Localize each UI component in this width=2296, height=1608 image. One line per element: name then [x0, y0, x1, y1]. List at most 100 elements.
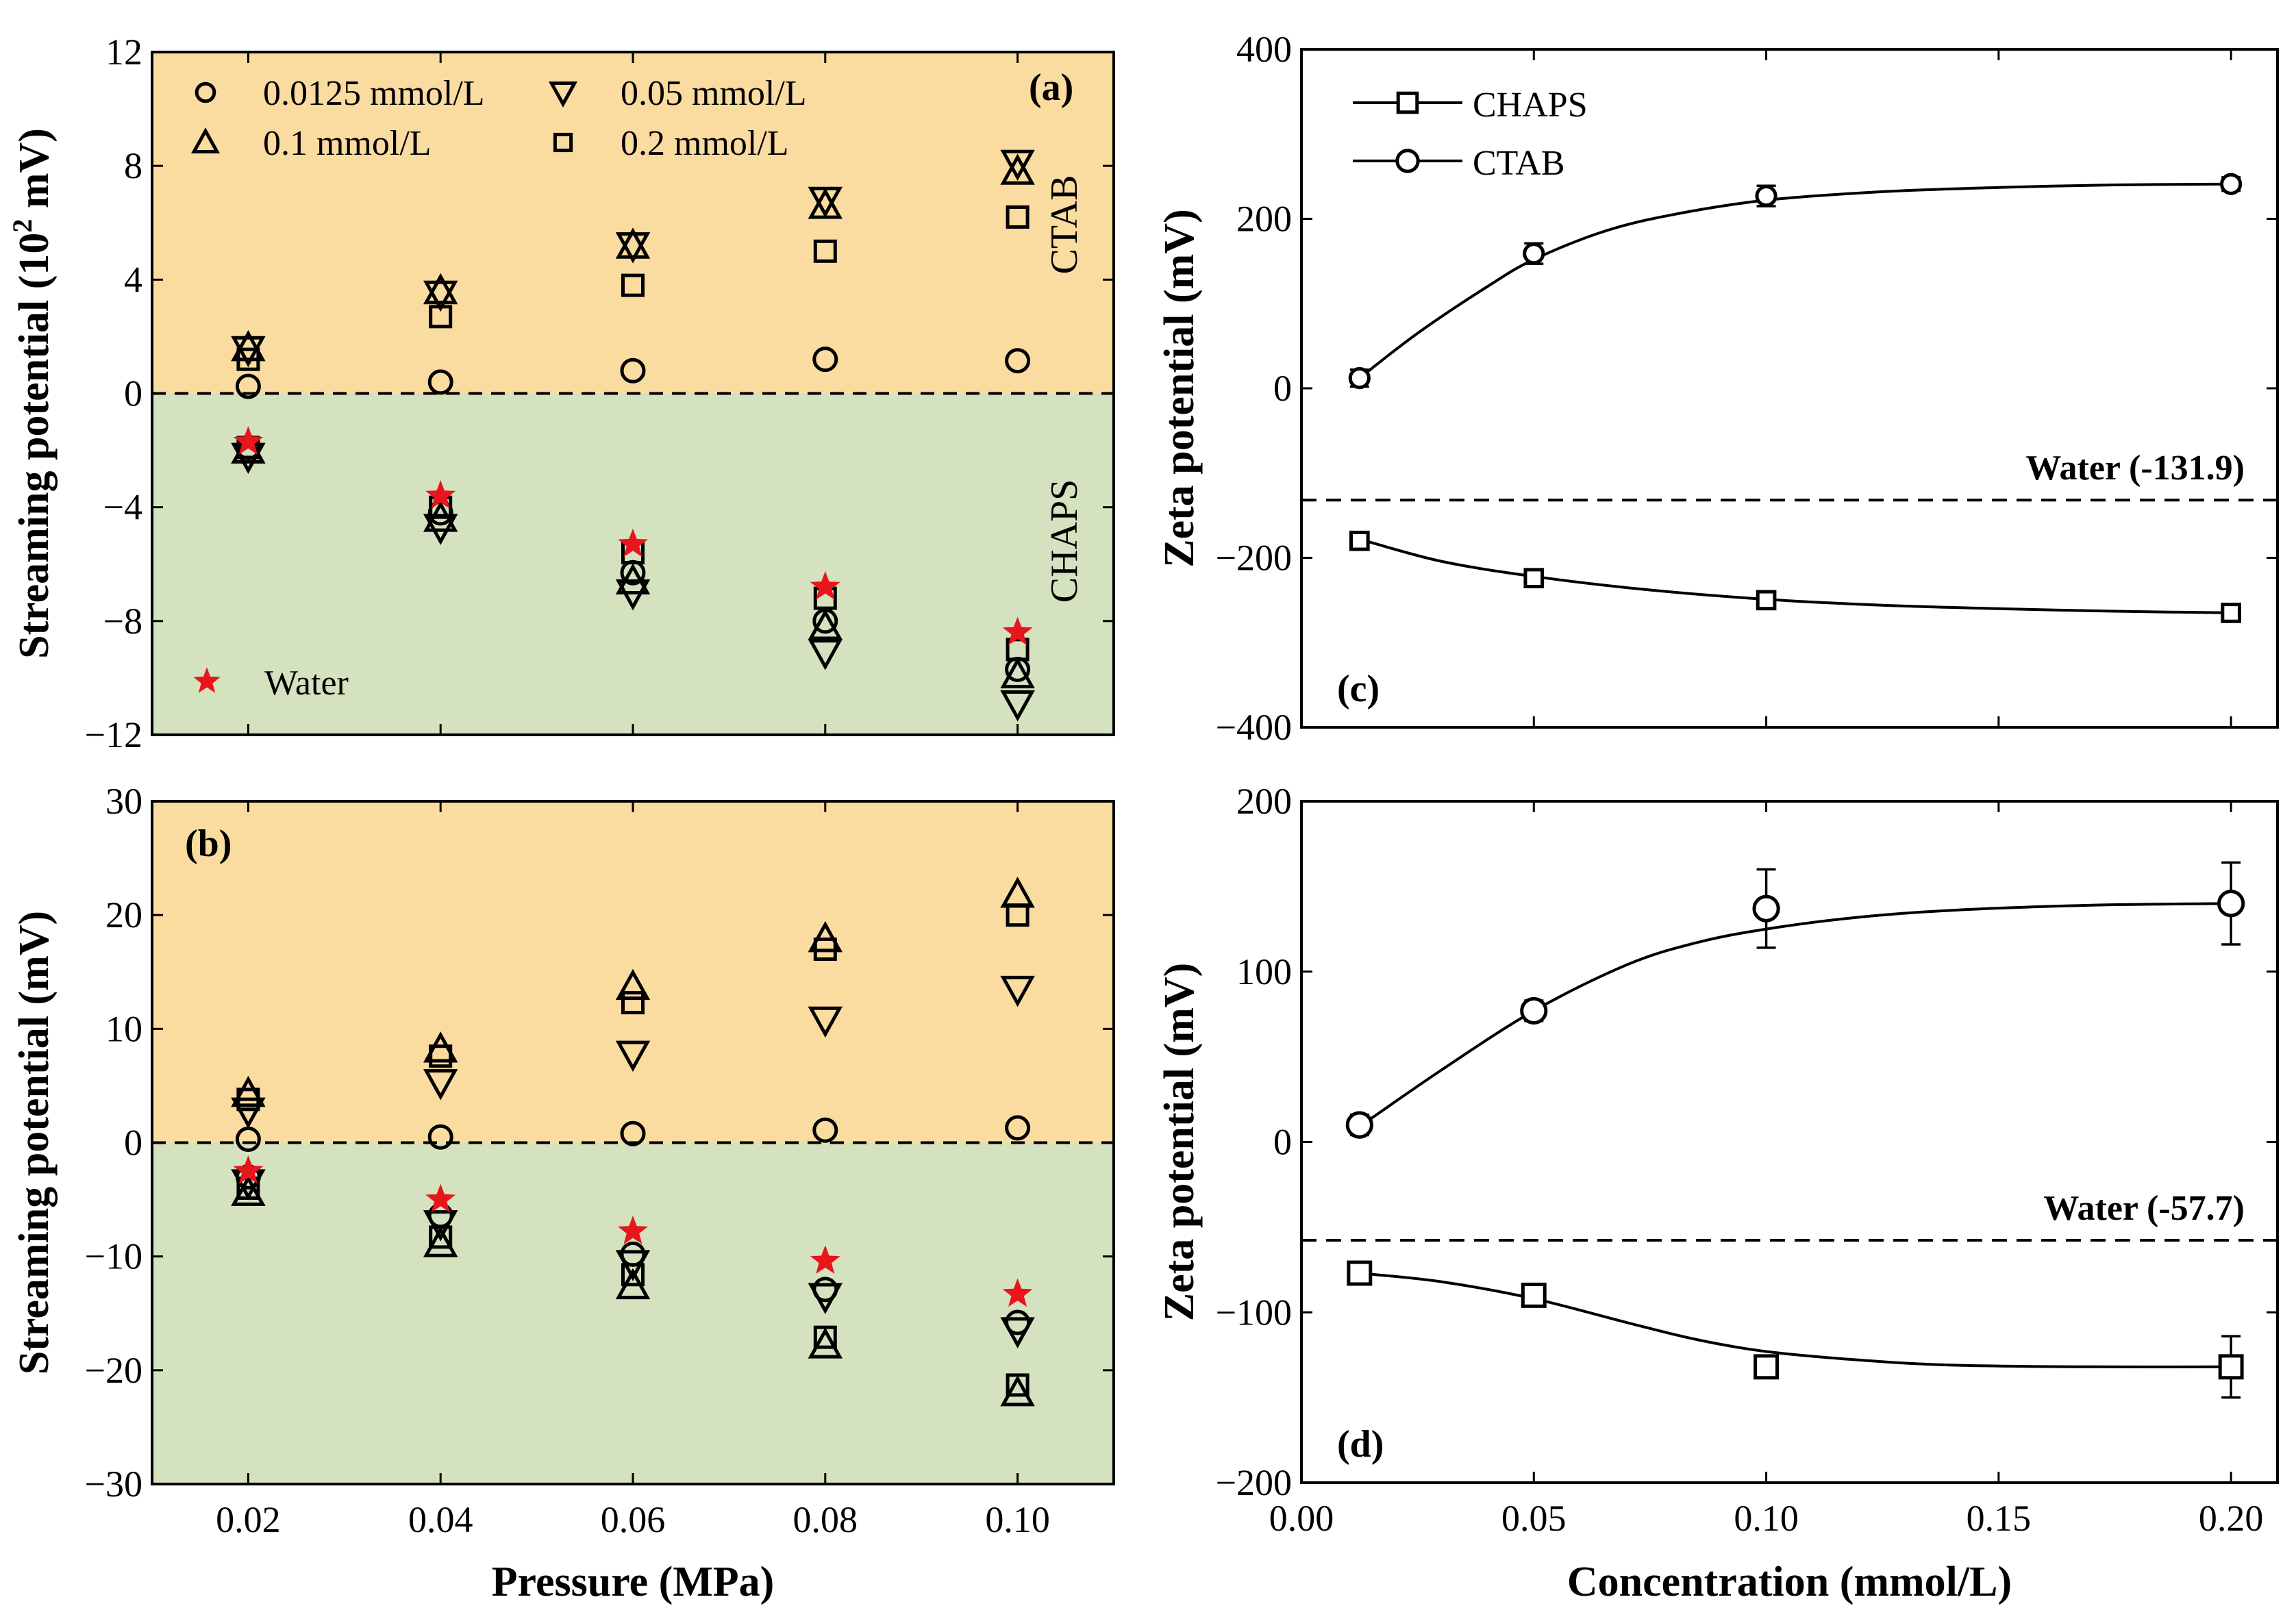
data-point: [1349, 530, 1370, 551]
data-point: [1752, 894, 1780, 922]
legend-marker: [553, 132, 573, 153]
data-point: [231, 1097, 266, 1129]
data-point: [1002, 1278, 1033, 1307]
plot-frame: [1300, 48, 2279, 729]
data-point: [425, 480, 456, 509]
series-ctab-0-1-mmol-l: [231, 153, 1035, 362]
data-point: [429, 305, 453, 329]
data-point: [231, 1174, 266, 1206]
y-axis-label: Zeta potential (mV): [1156, 963, 1203, 1321]
data-point: [1000, 1317, 1035, 1348]
chaps-region-label: CHAPS: [1043, 479, 1086, 603]
x-tick-label: 0.20: [2199, 1498, 2264, 1539]
data-point: [2220, 173, 2243, 195]
y-tick-label: 10: [105, 1008, 142, 1049]
series-chaps-0-2-mmol-l: [236, 1176, 1030, 1397]
x-tick-label: 0.00: [1269, 1498, 1334, 1539]
data-point: [1347, 1260, 1373, 1286]
data-point: [808, 1283, 843, 1314]
data-point: [1005, 1115, 1031, 1141]
legend-marker: [1395, 149, 1420, 173]
panel-c: Water (-131.9) (c) Zeta potential (mV) CHAP…: [1156, 86, 2278, 710]
legend-label: 0.1 mmol/L: [263, 124, 432, 163]
panel-c-axes: −400 −200 0 200 400: [1216, 29, 2279, 748]
data-point: [808, 920, 843, 953]
data-point: [1755, 184, 1777, 208]
data-point: [812, 1117, 838, 1143]
y-tick-label: −30: [85, 1463, 142, 1505]
series-ctab: [1345, 861, 2245, 1139]
data-point: [621, 273, 645, 297]
data-point: [1345, 1111, 1373, 1139]
y-tick-label: 200: [1236, 199, 1292, 240]
y-tick-label: 0: [1273, 1122, 1292, 1163]
data-point: [813, 239, 837, 263]
data-point: [1000, 690, 1035, 722]
data-point: [620, 357, 646, 384]
data-point: [1756, 590, 1777, 611]
y-tick-label: 0: [124, 373, 142, 414]
data-point: [1520, 996, 1548, 1025]
legend-marker: [195, 81, 216, 103]
series-water: [233, 1155, 1033, 1307]
ctab-region: [152, 52, 1114, 394]
x-tick-label: 0.02: [216, 1499, 281, 1540]
legend-label: CHAPS: [1473, 86, 1588, 125]
legend-label: 0.05 mmol/L: [621, 74, 807, 113]
y-tick-label: −100: [1216, 1292, 1292, 1333]
y-tick-label: 4: [124, 259, 142, 300]
plot-frame: [151, 51, 1115, 736]
data-point: [808, 608, 843, 640]
data-point: [810, 571, 840, 600]
data-point: [620, 1120, 646, 1146]
y-tick-label: 400: [1236, 29, 1292, 70]
y-tick-label: −20: [85, 1350, 142, 1391]
y-tick-label: −400: [1216, 707, 1292, 748]
series-ctab-0-2-mmol-l: [236, 205, 1030, 371]
x-axis-label: Concentration (mmol/L): [1567, 1559, 2012, 1605]
data-point: [621, 1263, 645, 1287]
data-point: [813, 1325, 837, 1349]
y-axis-label-main: Streaming potential (10: [11, 233, 58, 659]
chaps-region: [152, 1142, 1114, 1484]
data-point: [423, 1069, 458, 1101]
y-tick-label: −4: [103, 487, 142, 528]
y-axis-label: Streaming potential (mV): [11, 911, 58, 1374]
data-point: [423, 273, 458, 305]
y-axis-label-superscript: 2: [7, 219, 38, 233]
data-point: [231, 1075, 266, 1107]
plot-frame: [1300, 800, 2279, 1484]
data-point: [236, 347, 260, 371]
x-tick-label: 0.05: [1501, 1498, 1567, 1539]
data-point: [615, 1040, 651, 1072]
panel-label: (b): [185, 822, 232, 865]
y-tick-label: 20: [105, 894, 142, 935]
x-tick-label: 0.10: [985, 1499, 1050, 1540]
y-tick-label: 12: [105, 32, 142, 73]
x-tick-label: 0.04: [408, 1499, 473, 1540]
data-point: [231, 329, 266, 362]
y-axis-label: Zeta potential (mV): [1156, 209, 1203, 567]
legend-marker: [190, 127, 221, 153]
data-point: [1000, 657, 1035, 689]
data-point: [236, 1176, 260, 1200]
data-point: [233, 1155, 264, 1184]
data-point: [615, 227, 651, 259]
data-point: [236, 1088, 260, 1111]
y-tick-label: 200: [1236, 781, 1292, 822]
data-point: [233, 426, 264, 455]
legend-marker-water: [193, 667, 221, 693]
y-axis-label-tail: mV): [11, 128, 58, 219]
y-tick-label: 100: [1236, 951, 1292, 992]
data-point: [621, 991, 645, 1015]
y-tick-label: 30: [105, 781, 142, 822]
data-point: [1523, 242, 1545, 265]
data-point: [1000, 1374, 1035, 1407]
y-tick-label: 0: [124, 1122, 142, 1164]
plot-frame: [151, 800, 1115, 1485]
y-tick-label: −12: [85, 714, 142, 755]
data-point: [808, 1327, 843, 1359]
y-tick-label: −200: [1216, 538, 1292, 579]
y-tick-label: −200: [1216, 1462, 1292, 1503]
